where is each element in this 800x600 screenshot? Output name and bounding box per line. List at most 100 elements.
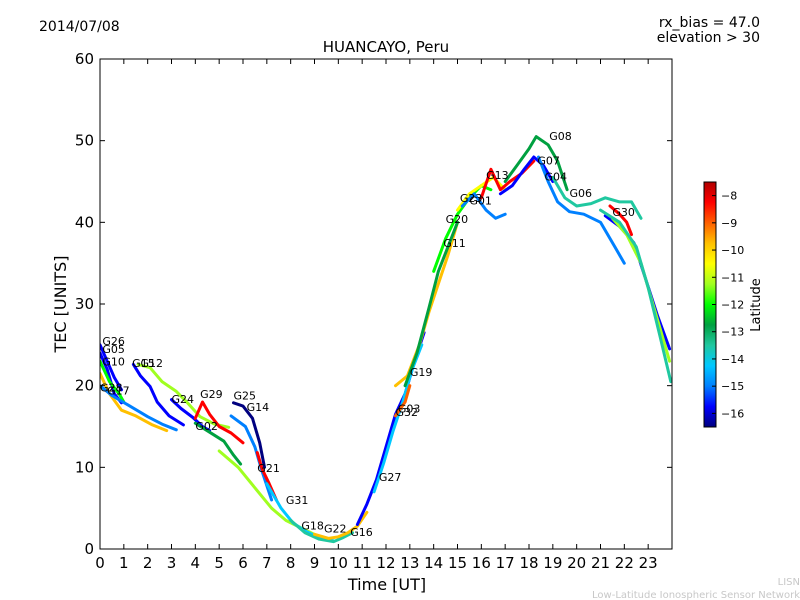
x-tick-label: 6: [238, 554, 248, 572]
y-axis-label: TEC [UNITS]: [51, 256, 70, 354]
sat-label-G14: G14: [247, 401, 270, 414]
x-tick-label: 23: [639, 554, 658, 572]
sat-label-G16: G16: [350, 526, 373, 539]
series-G15: [131, 362, 185, 427]
sat-label-G24: G24: [172, 393, 195, 406]
rx-bias-label: rx_bias = 47.0: [659, 15, 760, 31]
y-tick-label: 30: [75, 295, 94, 313]
footer-network: Low-Latitude Ionospheric Sensor Network: [592, 590, 800, 600]
sat-label-G25: G25: [233, 390, 256, 403]
series-G16b: [599, 208, 672, 384]
x-tick-label: 12: [376, 554, 395, 572]
series-G12: [136, 362, 231, 429]
x-tick-label: 17: [496, 554, 515, 572]
series-G11: [403, 220, 459, 388]
y-tick-label: 20: [75, 377, 94, 395]
colorbar-tick-label: −14: [721, 353, 744, 366]
sat-label-G02: G02: [195, 420, 218, 433]
x-tick-label: 11: [353, 554, 372, 572]
series-G08: [503, 135, 569, 192]
y-tick-label: 50: [75, 132, 94, 150]
series-G17: [100, 384, 178, 432]
series-G01: [460, 192, 507, 220]
sat-label-G21: G21: [257, 462, 280, 475]
sat-label-G28: G28: [100, 381, 123, 394]
sat-label-G13: G13: [486, 169, 509, 182]
sat-label-G12: G12: [141, 357, 164, 370]
x-tick-label: 0: [95, 554, 105, 572]
sat-label-G19: G19: [410, 366, 433, 379]
x-axis-label: Time [UT]: [347, 575, 426, 594]
y-tick-label: 10: [75, 458, 94, 476]
colorbar-tick-label: −12: [721, 299, 744, 312]
x-tick-label: 15: [448, 554, 467, 572]
sat-label-G07: G07: [537, 154, 560, 167]
x-tick-label: 20: [567, 554, 586, 572]
colorbar-tick-label: −10: [721, 244, 744, 257]
x-tick-label: 1: [119, 554, 129, 572]
x-tick-label: 8: [286, 554, 296, 572]
sat-label-G10: G10: [102, 355, 125, 368]
sat-label-G26: G26: [102, 335, 125, 348]
colorbar-tick-label: −8: [721, 190, 737, 203]
chart-title: HUANCAYO, Peru: [323, 38, 449, 56]
colorbar-label: Latitude: [749, 278, 764, 332]
sat-label-G17: G17: [107, 385, 130, 398]
sat-label-G18: G18: [301, 519, 324, 532]
colorbar-tick-label: −13: [721, 326, 744, 339]
x-tick-label: 5: [214, 554, 224, 572]
sat-label-G30: G30: [612, 206, 635, 219]
series-G29: [193, 400, 245, 445]
sat-label-G08: G08: [549, 130, 572, 143]
x-tick-label: 3: [167, 554, 177, 572]
sat-label-G06: G06: [570, 187, 593, 200]
y-tick-label: 0: [84, 540, 94, 558]
x-tick-label: 14: [424, 554, 443, 572]
sat-label-G03: G03: [398, 403, 421, 416]
x-tick-label: 21: [591, 554, 610, 572]
x-tick-label: 2: [143, 554, 153, 572]
colorbar-tick-label: −16: [721, 407, 744, 420]
series-G14: [229, 414, 274, 502]
series-G02: [193, 421, 243, 466]
date-label: 2014/07/08: [39, 19, 120, 35]
sat-label-G22: G22: [324, 523, 347, 536]
sat-label-G27: G27: [379, 471, 402, 484]
series-G10: [100, 359, 126, 404]
sat-label-G23: G23: [460, 192, 483, 205]
series-G30: [608, 204, 633, 237]
elevation-label: elevation > 30: [657, 30, 760, 46]
footer-lisn: LISN: [778, 577, 800, 588]
x-tick-label: 18: [519, 554, 538, 572]
series-G25: [232, 401, 266, 469]
colorbar-tick-label: −15: [721, 380, 744, 393]
y-tick-label: 40: [75, 213, 94, 231]
sat-label-G32: G32: [396, 406, 419, 419]
x-tick-label: 22: [615, 554, 634, 572]
x-tick-label: 13: [400, 554, 419, 572]
x-tick-label: 7: [262, 554, 272, 572]
colorbar-tick-label: −11: [721, 271, 744, 284]
x-tick-label: 16: [472, 554, 491, 572]
sat-label-G15: G15: [132, 357, 155, 370]
sat-label-G20: G20: [446, 213, 469, 226]
sat-label-G31: G31: [286, 494, 309, 507]
series-G04: [537, 155, 626, 265]
series-G22: [289, 518, 355, 544]
sat-label-G05: G05: [102, 343, 125, 356]
x-tick-label: 19: [543, 554, 562, 572]
sat-label-G01: G01: [469, 194, 492, 207]
y-tick-label: 60: [75, 50, 94, 68]
series-G32: [394, 384, 412, 418]
sat-label-G29: G29: [200, 388, 223, 401]
x-tick-label: 10: [329, 554, 348, 572]
sat-label-G04: G04: [544, 171, 567, 184]
sat-label-G11: G11: [443, 237, 466, 250]
series-G06: [551, 175, 643, 220]
series-G26: [100, 343, 123, 392]
x-tick-label: 4: [191, 554, 201, 572]
series-G07: [498, 155, 555, 196]
colorbar-tick-label: −9: [721, 217, 737, 230]
x-tick-label: 9: [310, 554, 320, 572]
